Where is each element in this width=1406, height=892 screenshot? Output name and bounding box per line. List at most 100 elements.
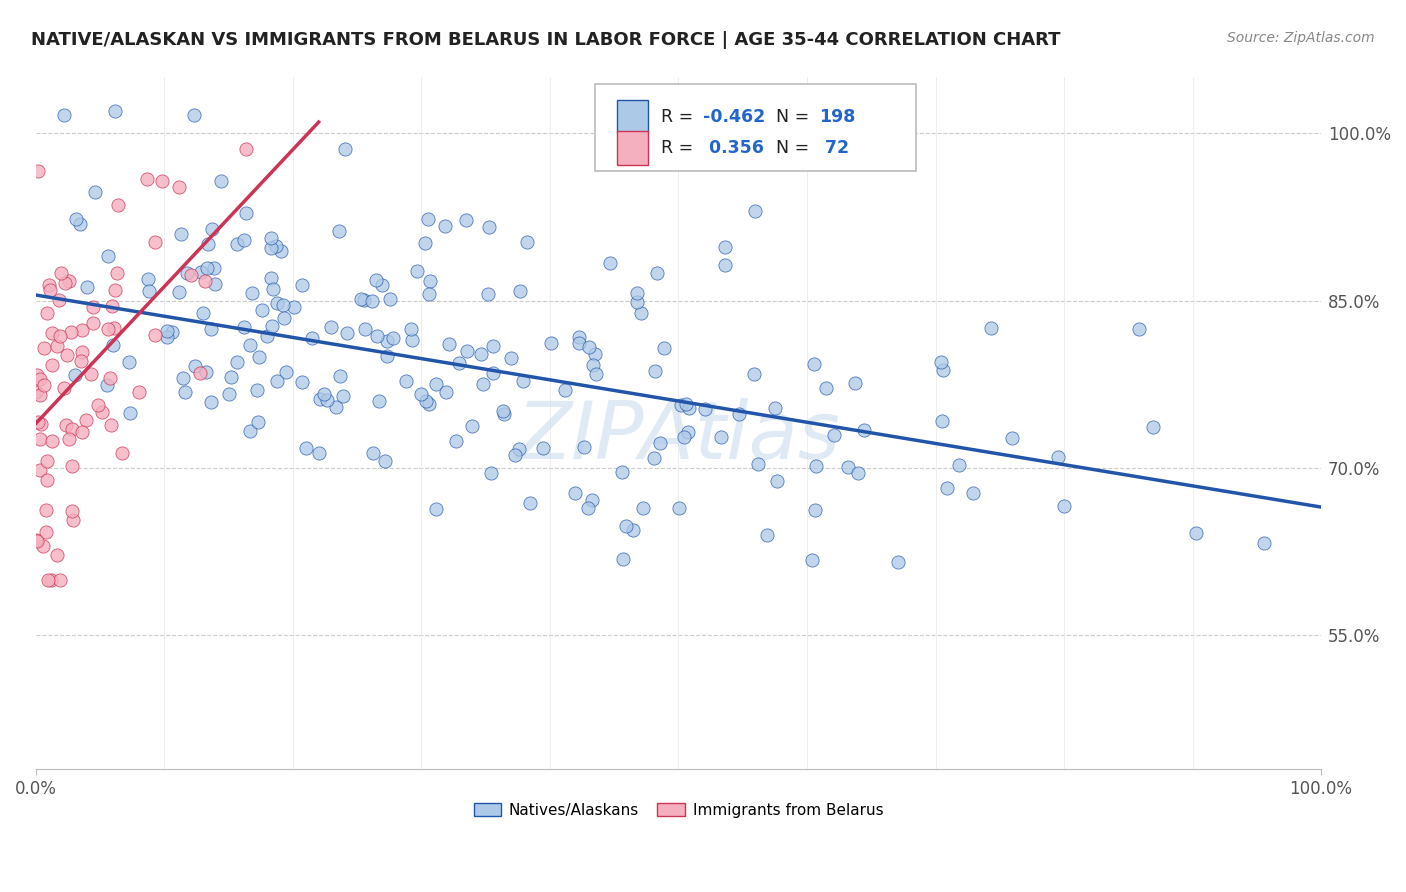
Point — [150, 174, 173, 188]
Point — [183, 108, 205, 122]
Point — [301, 331, 323, 345]
Point — [138, 272, 160, 286]
Point — [980, 321, 1002, 335]
Point — [434, 384, 457, 399]
Point — [193, 274, 215, 288]
Point — [508, 442, 530, 456]
Point — [647, 266, 669, 280]
Point — [728, 407, 751, 421]
Point — [395, 374, 418, 388]
Text: NATIVE/ALASKAN VS IMMIGRANTS FROM BELARUS IN LABOR FORCE | AGE 35-44 CORRELATION: NATIVE/ALASKAN VS IMMIGRANTS FROM BELARU… — [31, 31, 1060, 49]
Point — [290, 277, 312, 292]
Point — [744, 203, 766, 218]
Point — [111, 446, 134, 460]
Point — [167, 179, 190, 194]
Text: N =: N = — [776, 139, 815, 157]
Point — [623, 524, 645, 538]
Point — [27, 163, 49, 178]
Point — [361, 294, 384, 309]
Text: 0.356: 0.356 — [703, 139, 763, 157]
Point — [172, 370, 194, 384]
Point — [714, 258, 737, 272]
Point — [60, 325, 83, 339]
Point — [58, 275, 80, 289]
Point — [30, 417, 52, 431]
Point — [233, 233, 256, 247]
Point — [118, 406, 141, 420]
Point — [499, 351, 522, 366]
Point — [104, 283, 127, 297]
Point — [936, 481, 959, 495]
Point — [70, 354, 93, 368]
Point — [366, 328, 388, 343]
Point — [676, 425, 699, 439]
Point — [447, 356, 470, 370]
Point — [28, 388, 51, 402]
Point — [454, 213, 477, 227]
Point — [273, 311, 295, 326]
Point — [48, 293, 70, 307]
Point — [226, 355, 249, 369]
Point — [75, 413, 97, 427]
Point — [200, 395, 222, 409]
Point — [60, 422, 83, 436]
Point — [693, 402, 716, 417]
Point — [188, 366, 211, 380]
Point — [191, 306, 214, 320]
Point — [714, 240, 737, 254]
Point — [765, 475, 787, 489]
Point — [366, 273, 388, 287]
Point — [27, 368, 49, 382]
Point — [82, 300, 104, 314]
Point — [190, 265, 212, 279]
Point — [143, 327, 166, 342]
Point — [25, 534, 48, 549]
Point — [25, 385, 48, 400]
Point — [763, 401, 786, 415]
Point — [41, 358, 63, 372]
Point — [41, 573, 63, 587]
Point — [170, 227, 193, 242]
Point — [931, 414, 953, 428]
Point — [434, 219, 457, 234]
Point — [295, 441, 318, 455]
Point — [585, 367, 607, 381]
Point — [671, 398, 693, 412]
Point — [644, 364, 666, 378]
Point — [568, 336, 591, 351]
Point — [844, 376, 866, 390]
Point — [823, 427, 845, 442]
Point — [30, 463, 52, 477]
Point — [65, 211, 87, 226]
Point — [239, 338, 262, 352]
Point — [32, 539, 55, 553]
Point — [100, 417, 122, 432]
Point — [332, 389, 354, 403]
Point — [60, 504, 83, 518]
Point — [98, 371, 121, 385]
Point — [86, 398, 108, 412]
Point — [576, 500, 599, 515]
Point — [97, 249, 120, 263]
Point — [103, 338, 125, 352]
Point — [49, 573, 72, 587]
Point — [41, 434, 63, 449]
Point — [96, 378, 118, 392]
Point — [853, 423, 876, 437]
Point — [37, 306, 59, 320]
Point — [32, 377, 55, 392]
Point — [610, 465, 633, 479]
Point — [668, 501, 690, 516]
Point — [235, 142, 257, 156]
Point — [72, 323, 94, 337]
Point — [209, 174, 232, 188]
Point — [69, 217, 91, 231]
Point — [368, 393, 391, 408]
Point — [38, 277, 60, 292]
Point — [46, 338, 69, 352]
Point — [262, 319, 284, 334]
Point — [568, 330, 591, 344]
Point — [673, 430, 696, 444]
Point — [184, 359, 207, 373]
Point — [1046, 450, 1069, 464]
